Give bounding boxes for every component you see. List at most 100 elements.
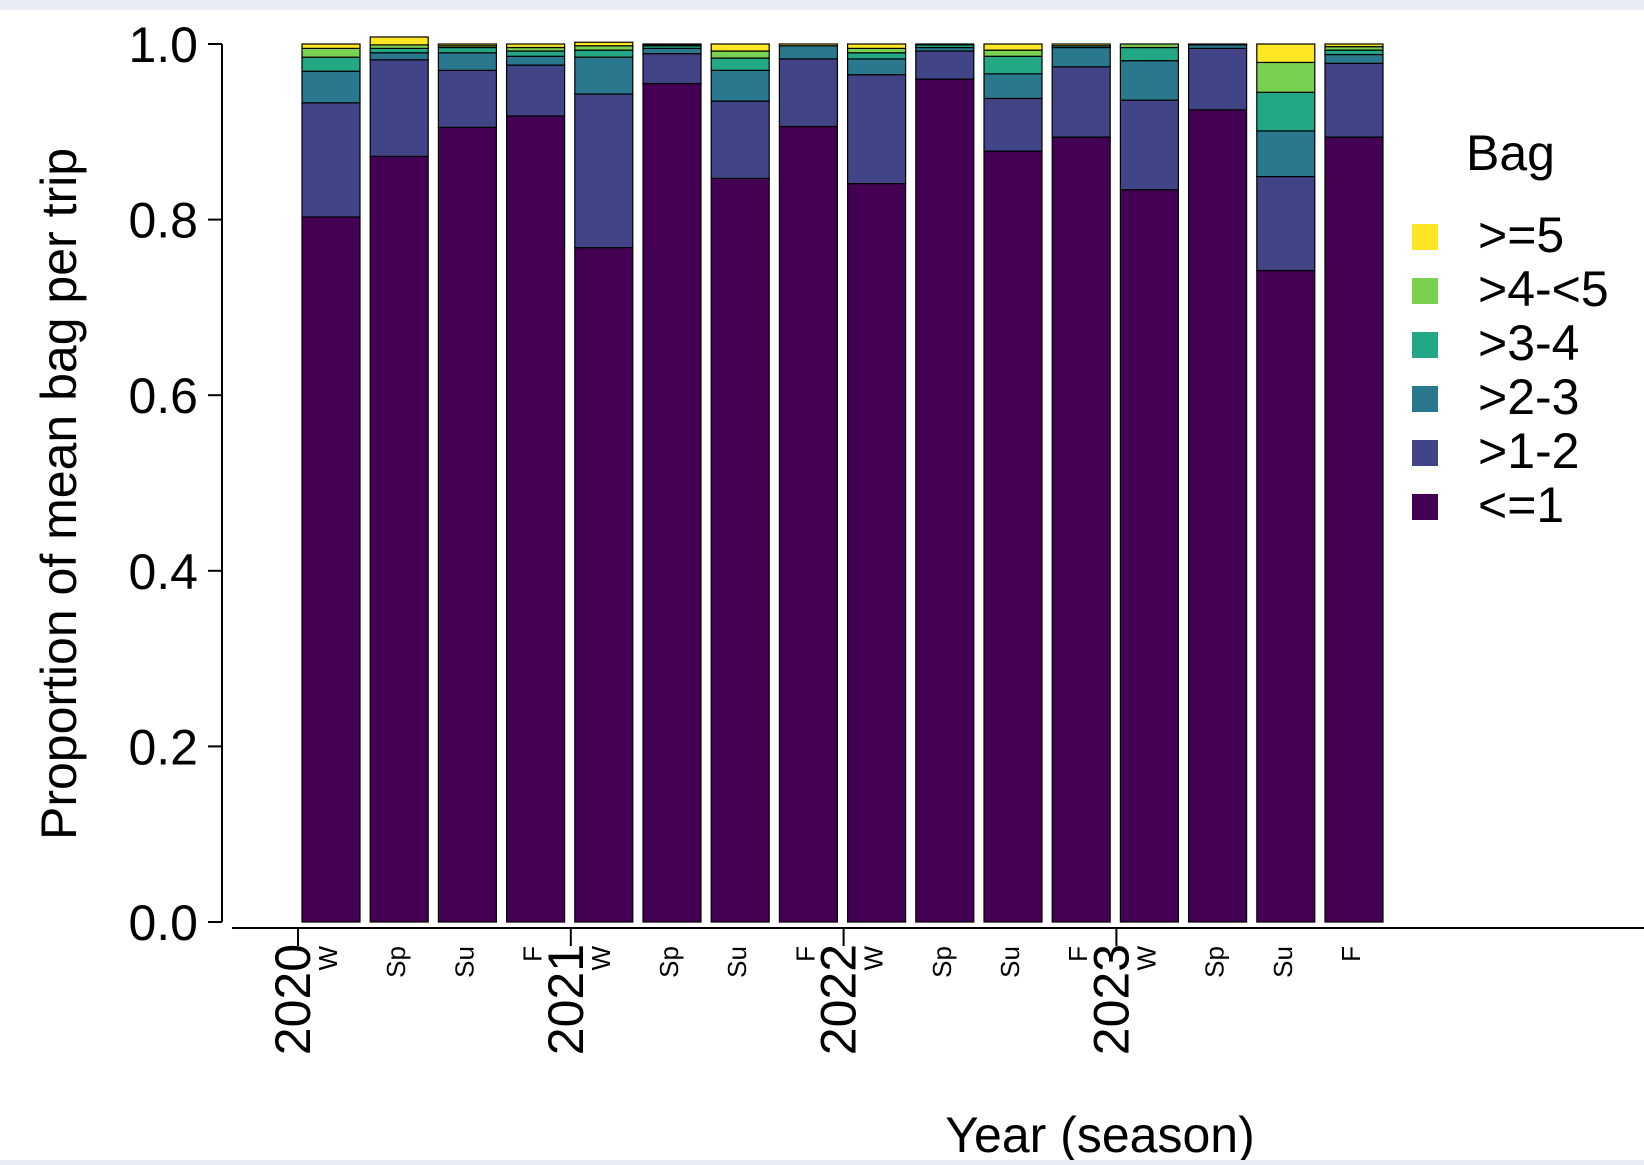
bar-segment-gt-2-3 [642, 47, 702, 55]
legend-label: >1-2 [1478, 423, 1579, 479]
bar-segment-lte-1 [1051, 136, 1111, 923]
bar-segment-gte-5 [506, 43, 566, 49]
bar-segment-gt-4-lt-5 [1256, 61, 1316, 93]
bar-segment-gt-1-2 [1256, 175, 1316, 272]
bar-segment-gt-2-3 [983, 73, 1043, 100]
bar-segment-gte-5 [574, 41, 634, 47]
bar-segment-gt-2-3 [846, 58, 907, 76]
legend-swatch-lte-1 [1412, 494, 1438, 520]
bar-segment-gt-2-3 [437, 52, 497, 71]
bar-segment-lte-1 [301, 216, 361, 923]
legend-swatch-gt-2-3 [1412, 386, 1438, 412]
legend-label: >3-4 [1478, 315, 1579, 371]
x-tick-label-season: W [586, 946, 616, 971]
bar-segment-gte-5 [1051, 43, 1111, 47]
legend-label: >2-3 [1478, 369, 1579, 425]
bar-segment-gt-2-3 [1051, 46, 1111, 68]
bar-segment-lte-1 [369, 155, 429, 923]
bar-segment-gte-5 [1187, 43, 1248, 46]
bar-segment-lte-1 [1324, 136, 1384, 923]
bar-segment-lte-1 [1119, 189, 1180, 923]
x-tick-label-season: W [1131, 946, 1161, 971]
bar-segment-gt-2-3 [1119, 60, 1180, 101]
y-tick-label: 0.4 [128, 544, 198, 600]
bar-segment-gt-4-lt-5 [1119, 43, 1180, 49]
bar-segment-lte-1 [506, 115, 566, 923]
bar-segment-gte-5 [369, 36, 429, 46]
bar-segment-lte-1 [983, 150, 1043, 923]
bar-segment-gt-3-4 [574, 49, 634, 58]
bar-segment-gt-4-lt-5 [301, 47, 361, 58]
bar-segment-lte-1 [710, 177, 770, 923]
bar-segment-gte-5 [710, 43, 770, 52]
legend-label: >4-<5 [1478, 261, 1609, 317]
x-tick-label-season: Su [1268, 946, 1298, 978]
legend: Bag >=5>4-<5>3-4>2-3>1-2<=1 [1412, 125, 1609, 533]
x-tick-label-season: Sp [1200, 946, 1230, 978]
bar-segment-gt-2-3 [778, 45, 839, 60]
legend-swatch-gt-3-4 [1412, 332, 1438, 358]
bar-segment-gt-3-4 [437, 46, 497, 54]
bar-segment-gte-5 [437, 43, 497, 47]
bar-segment-gt-2-3 [710, 69, 770, 102]
bar-segment-gte-5 [983, 43, 1043, 51]
bar-segment-lte-1 [642, 82, 702, 923]
chart-panel: 0.0 0.2 0.4 0.6 0.8 1.0 W Sp Su F W Sp Su F W Sp Su F W Sp… [0, 10, 1644, 1163]
bar-segment-gt-1-2 [1324, 62, 1384, 138]
y-tick-label: 1.0 [128, 17, 198, 73]
x-tick-label-year: 2022 [811, 944, 867, 1055]
x-tick-label-season: W [313, 946, 343, 971]
bar-segment-lte-1 [1256, 269, 1316, 923]
bar-segment-gte-5 [642, 43, 702, 46]
bar-segment-lte-1 [778, 125, 839, 923]
y-tick-label: 0.8 [128, 193, 198, 249]
bar-segment-gt-2-3 [1324, 53, 1384, 64]
bar-segment-gt-1-2 [1051, 66, 1111, 138]
bar-segment-gt-3-4 [983, 55, 1043, 75]
x-tick-label-season: Sp [381, 946, 411, 978]
legend-label: <=1 [1478, 477, 1564, 533]
bar-segment-gt-1-2 [574, 93, 634, 249]
x-axis-label: Year (season) [945, 1107, 1254, 1160]
bar-segment-gt-1-2 [983, 97, 1043, 152]
x-tick-label-season: Sp [927, 946, 957, 978]
y-ticks-group: 0.0 0.2 0.4 0.6 0.8 1.0 [128, 17, 222, 951]
bar-segment-gt-1-2 [1119, 99, 1180, 191]
bar-segment-gt-2-3 [301, 70, 361, 104]
x-tick-label-year: 2020 [265, 944, 321, 1055]
bars-group [301, 36, 1384, 923]
legend-swatch-gt-4-lt-5 [1412, 278, 1438, 304]
bar-segment-gt-2-3 [1256, 130, 1316, 178]
x-tick-label-season: F [790, 946, 820, 962]
x-tick-label-season: Sp [654, 946, 684, 978]
bar-segment-gt-3-4 [846, 52, 907, 60]
bar-segment-gt-1-2 [1187, 47, 1248, 111]
y-tick-label: 0.6 [128, 368, 198, 424]
bar-segment-gt-3-4 [506, 50, 566, 57]
bar-segment-lte-1 [846, 183, 907, 923]
bar-segment-gt-1-2 [642, 53, 702, 85]
y-tick-label: 0.0 [128, 895, 198, 951]
bar-segment-gt-1-2 [846, 74, 907, 185]
bar-segment-gt-1-2 [301, 102, 361, 218]
bar-segment-lte-1 [1187, 109, 1248, 923]
legend-swatch-gte-5 [1412, 224, 1438, 250]
bar-segment-gt-3-4 [1324, 49, 1384, 56]
bar-segment-gt-2-3 [369, 52, 429, 61]
legend-title: Bag [1466, 125, 1555, 181]
bar-segment-gt-3-4 [301, 56, 361, 72]
bar-segment-gte-5 [1256, 43, 1316, 64]
x-tick-label-season: Su [449, 946, 479, 978]
legend-label: >=5 [1478, 207, 1564, 263]
x-tick-label-season: F [1063, 946, 1093, 962]
bar-segment-gt-1-2 [710, 100, 770, 179]
bar-segment-gt-2-3 [574, 56, 634, 95]
bar-segment-gt-3-4 [369, 47, 429, 54]
bar-segment-gt-4-lt-5 [846, 47, 907, 54]
x-tick-label-season: F [518, 946, 548, 962]
bar-segment-gt-4-lt-5 [574, 45, 634, 51]
bar-segment-lte-1 [574, 247, 634, 923]
y-tick-label: 0.2 [128, 719, 198, 775]
x-tick-label-season: Su [995, 946, 1025, 978]
